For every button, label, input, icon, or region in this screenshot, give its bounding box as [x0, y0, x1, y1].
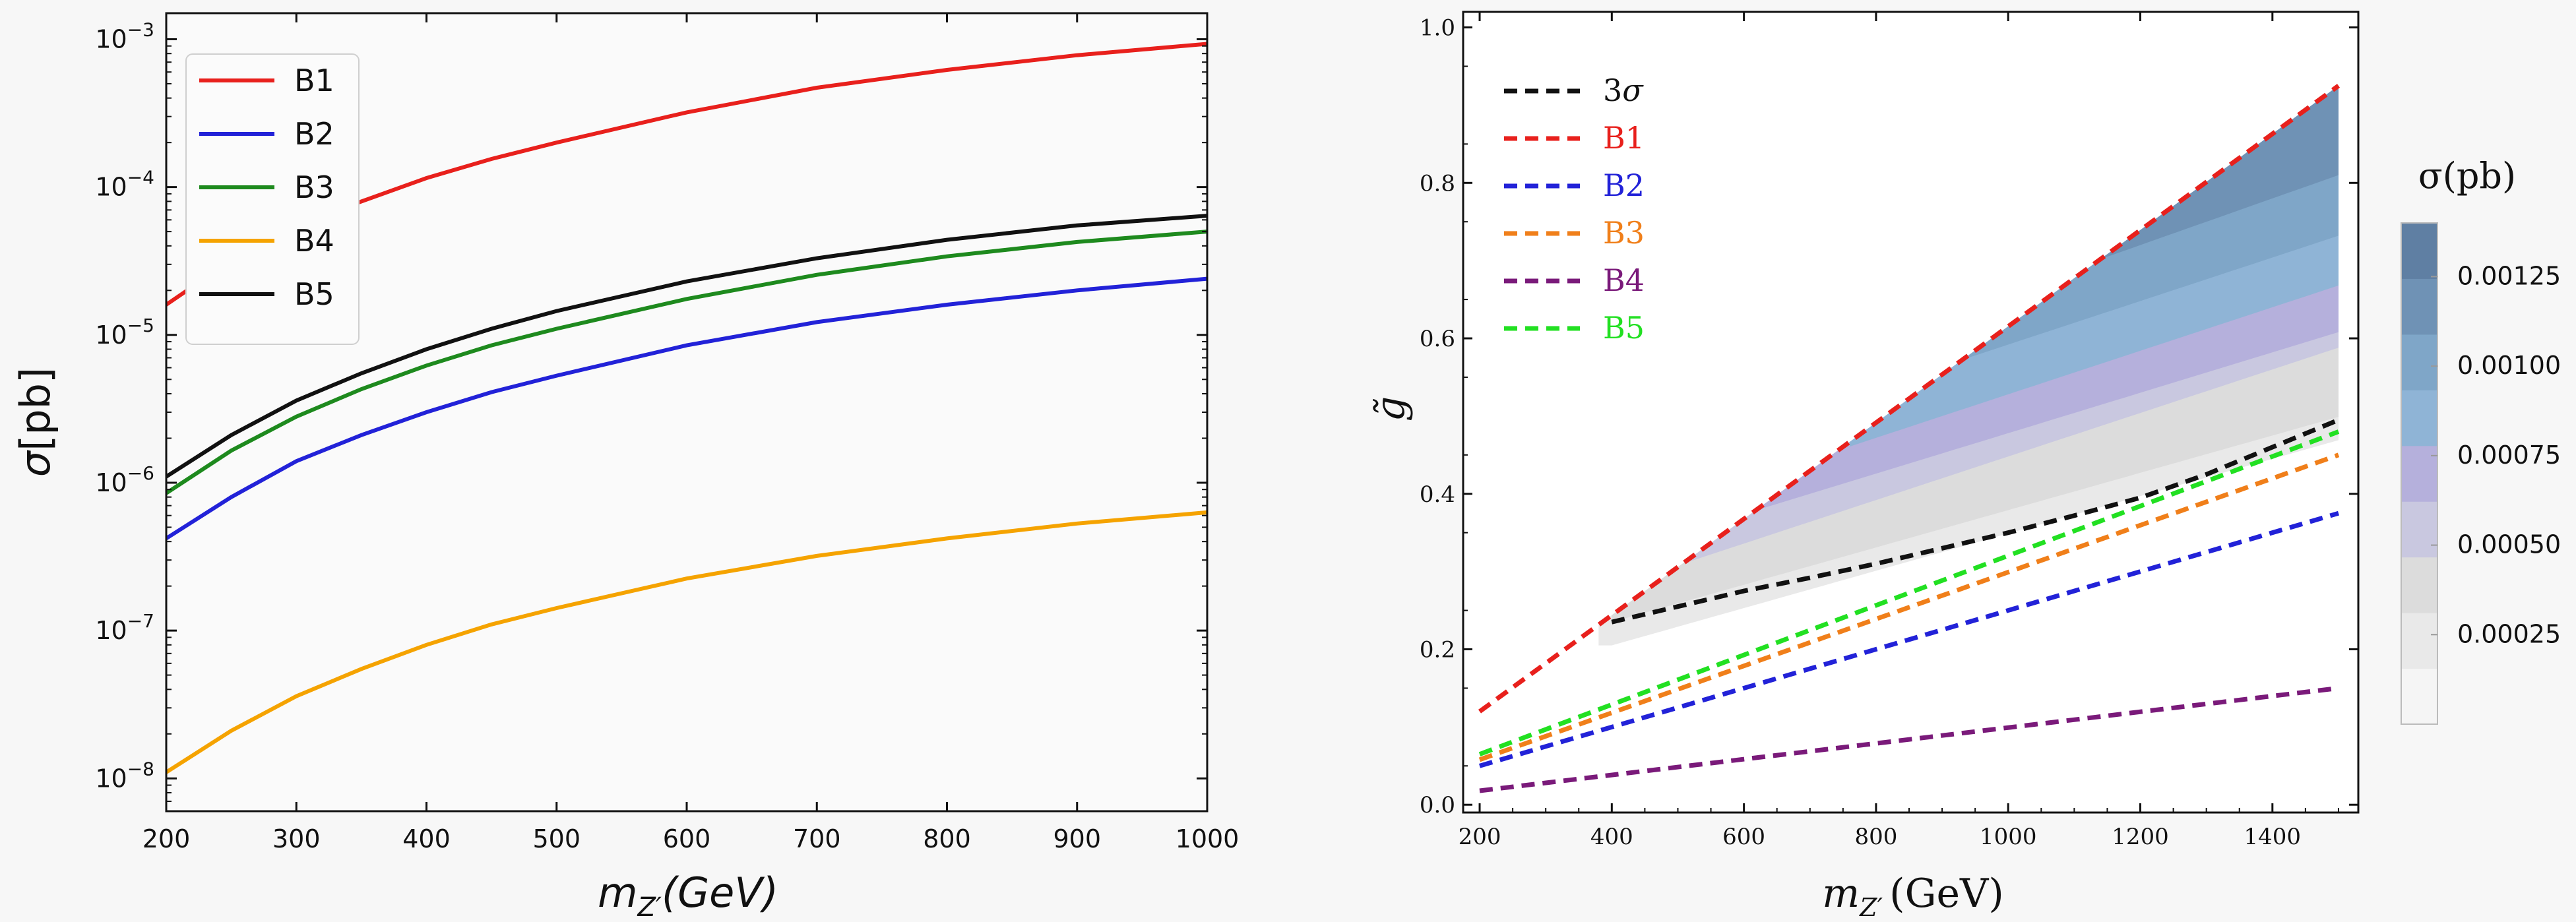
left-x-tick-label: 300: [272, 824, 321, 853]
left-legend-label-b2: B2: [294, 116, 334, 152]
colorbar-tick-label: 0.00075: [2457, 441, 2561, 470]
right-x-tick-label: 400: [1590, 824, 1633, 850]
left-y-tick-label: 10−3: [95, 18, 154, 53]
right-y-tick-label: 0.2: [1420, 636, 1455, 663]
right-x-axis-title: mZ′ (GeV): [1822, 871, 2004, 922]
colorbar: 0.00025 0.00050 0.00075 0.00100 0.00125: [2401, 222, 2561, 725]
right-y-tick-label: 1.0: [1420, 15, 1455, 42]
right-legend-label-b1: B1: [1603, 120, 1645, 156]
left-x-tick-label: 900: [1053, 824, 1101, 853]
right-x-axis-title-sub: Z′: [1859, 893, 1883, 922]
left-ticks: 200 300 400 500 600 700 800 900 1000 10−8 10−7 10−6…: [95, 13, 1239, 853]
right-legend-label-b5: B5: [1603, 310, 1645, 346]
right-series-line-b3: [1478, 452, 2340, 762]
right-plot-area: [1462, 11, 2360, 814]
right-x-tick-label: 600: [1722, 824, 1765, 850]
right-y-tick-label: 0.4: [1420, 481, 1455, 508]
right-series-line-3sigma: [1611, 417, 2340, 625]
left-x-axis-title-unit: (GeV): [662, 869, 778, 917]
left-panel: 200 300 400 500 600 700 800 900 1000 10−8 10−7 10−6…: [11, 12, 1239, 922]
left-x-tick-label: 700: [793, 824, 841, 853]
right-x-axis-title-main: m: [1822, 871, 1860, 917]
left-y-tick-label: 10−6: [95, 462, 154, 497]
left-x-tick-label: 400: [402, 824, 451, 853]
left-y-tick-label: 10−5: [95, 315, 154, 350]
colorbar-band-8: [2401, 223, 2437, 279]
colorbar-band-6: [2401, 334, 2437, 390]
colorbar-tick-label: 0.00025: [2457, 619, 2561, 648]
left-x-tick-label: 200: [142, 824, 191, 853]
colorbar-band-4: [2401, 445, 2437, 502]
left-y-axis-title-sym: σ: [11, 450, 59, 477]
right-legend-label-3sigma: 3σ: [1603, 73, 1644, 108]
left-y-axis-title: σ[pb]: [11, 367, 59, 477]
left-x-axis-title-sub: Z′: [637, 892, 661, 922]
colorbar-band-3: [2401, 501, 2437, 558]
left-legend-box: [185, 53, 360, 345]
right-panel: 200 400 600 800 1000 1200 1400 0.0 0.2 0.4 0.6 0.8 1…: [1367, 11, 2561, 922]
left-x-tick-label: 1000: [1176, 824, 1240, 853]
right-x-tick-label: 1400: [2244, 824, 2302, 850]
right-series-line-b2: [1479, 510, 2339, 768]
colorbar-tick-label: 0.00100: [2457, 351, 2561, 380]
right-x-axis-title-unit: (GeV): [1889, 871, 2004, 917]
colorbar-band-5: [2401, 390, 2437, 446]
right-series-line-b5: [1478, 429, 2340, 756]
left-y-tick-label: 10−8: [95, 758, 154, 793]
left-y-axis-title-unit: [pb]: [11, 367, 59, 451]
right-x-tick-label: 1000: [1980, 824, 2037, 850]
left-legend-label-b4: B4: [294, 223, 334, 259]
right-plot-frame: [1462, 11, 2360, 814]
right-x-tick-label: 200: [1459, 824, 1501, 850]
right-legend-label-b3: B3: [1603, 215, 1645, 251]
colorbar-band-2: [2401, 557, 2437, 613]
colorbar-tick-label: 0.00125: [2457, 261, 2561, 290]
right-y-tick-label: 0.8: [1420, 170, 1455, 197]
colorbar-title: σ(pb): [2418, 155, 2516, 197]
left-x-tick-label: 500: [532, 824, 581, 853]
right-y-tick-label: 0.6: [1420, 326, 1455, 352]
left-legend-label-b1: B1: [294, 63, 334, 98]
left-legend-label-b3: B3: [294, 169, 334, 205]
left-x-tick-label: 800: [923, 824, 971, 853]
colorbar-band-1: [2401, 613, 2437, 669]
left-x-axis-title: mZ′(GeV): [598, 869, 778, 922]
colorbar-band-7: [2401, 278, 2437, 335]
right-series-line-b4: [1479, 685, 2339, 793]
colorbar-tick-label: 0.00050: [2457, 530, 2561, 559]
left-legend: B1 B2 B3 B4 B5: [185, 53, 360, 345]
right-y-tick-label: 0.0: [1420, 792, 1455, 818]
left-legend-label-b5: B5: [294, 276, 334, 312]
left-x-tick-label: 600: [663, 824, 711, 853]
right-series-line-b1: [1478, 84, 2340, 714]
left-x-axis-title-main: m: [598, 869, 637, 917]
left-series-line-b2: [165, 276, 1208, 540]
right-x-tick-label: 1200: [2112, 824, 2169, 850]
right-legend: 3σ B1 B2 B3 B4 B5: [1504, 73, 1645, 346]
left-y-tick-label: 10−7: [95, 610, 154, 645]
right-y-axis-title: g̃: [1367, 396, 1414, 421]
colorbar-band-0: [2401, 668, 2437, 725]
right-ticks: 200 400 600 800 1000 1200 1400 0.0 0.2 0.4 0.6 0.8 1…: [1420, 12, 2358, 850]
right-x-tick-label: 800: [1854, 824, 1897, 850]
right-legend-label-b4: B4: [1603, 262, 1645, 298]
colorbar-frame: [2401, 222, 2438, 725]
left-y-tick-label: 10−4: [95, 167, 154, 202]
left-series-line-b3: [165, 230, 1208, 495]
right-legend-label-b2: B2: [1603, 168, 1645, 203]
left-series-line-b4: [165, 510, 1208, 774]
left-series-line-b5: [165, 214, 1208, 479]
